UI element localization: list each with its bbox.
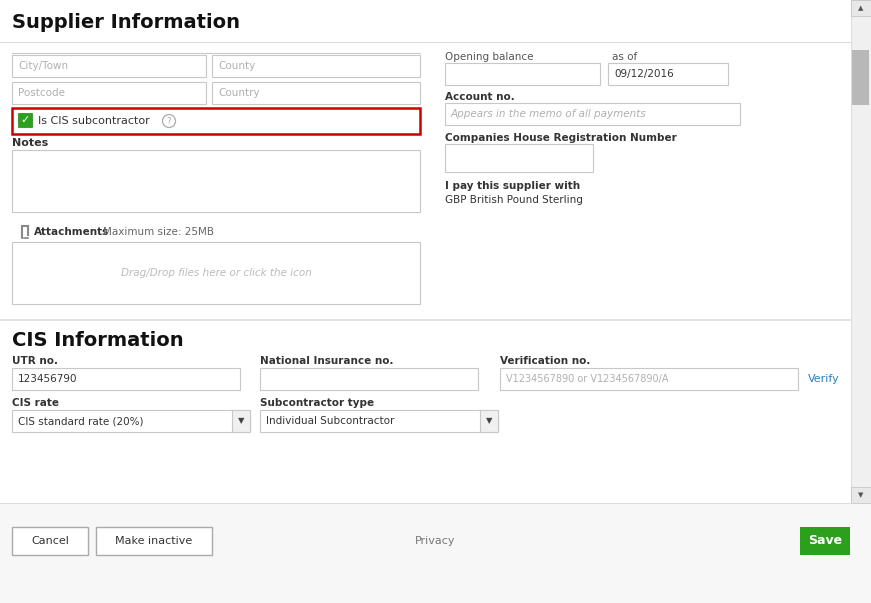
Bar [260, 368, 478, 390]
Bar [12, 108, 420, 134]
Text: City/Town: City/Town [18, 61, 68, 71]
Text: ▼: ▼ [858, 492, 864, 498]
Text: Postcode: Postcode [18, 88, 65, 98]
Bar [12, 55, 206, 77]
Text: GBP British Pound Sterling: GBP British Pound Sterling [445, 195, 583, 205]
Text: ✓: ✓ [20, 115, 30, 125]
Text: Companies House Registration Number: Companies House Registration Number [445, 133, 677, 143]
Bar [445, 144, 593, 172]
Bar [852, 50, 869, 105]
Text: Maximum size: 25MB: Maximum size: 25MB [103, 227, 214, 237]
Text: Drag/Drop files here or click the icon: Drag/Drop files here or click the icon [120, 268, 312, 278]
Text: National Insurance no.: National Insurance no. [260, 356, 394, 366]
Bar [0, 503, 871, 603]
Text: I pay this supplier with: I pay this supplier with [445, 181, 580, 191]
Bar [445, 63, 600, 85]
Bar [445, 103, 740, 125]
Text: UTR no.: UTR no. [12, 356, 58, 366]
Bar [18, 113, 32, 127]
Text: ?: ? [166, 117, 172, 126]
Text: Notes: Notes [12, 138, 48, 148]
Bar [12, 368, 240, 390]
Bar [800, 527, 850, 555]
Text: County: County [218, 61, 255, 71]
Bar [608, 63, 728, 85]
Text: Opening balance: Opening balance [445, 52, 534, 62]
Text: CIS standard rate (20%): CIS standard rate (20%) [18, 416, 144, 426]
Bar [212, 82, 420, 104]
Text: CIS rate: CIS rate [12, 398, 59, 408]
Bar [212, 55, 420, 77]
Text: Supplier Information: Supplier Information [12, 13, 240, 31]
Bar [480, 410, 498, 432]
Text: Privacy: Privacy [415, 536, 456, 546]
Text: 123456790: 123456790 [18, 374, 78, 384]
Bar [96, 527, 212, 555]
Text: V1234567890 or V1234567890/A: V1234567890 or V1234567890/A [506, 374, 669, 384]
Bar [12, 410, 250, 432]
Bar [232, 410, 250, 432]
Text: Country: Country [218, 88, 260, 98]
Bar [12, 82, 206, 104]
Bar [851, 0, 871, 16]
Text: Individual Subcontractor: Individual Subcontractor [266, 416, 395, 426]
Text: Subcontractor type: Subcontractor type [260, 398, 375, 408]
Text: ▲: ▲ [858, 5, 864, 11]
Bar [12, 242, 420, 304]
Text: as of: as of [612, 52, 638, 62]
Bar [500, 368, 798, 390]
Bar [260, 410, 498, 432]
Text: ▼: ▼ [238, 417, 244, 426]
Text: Appears in the memo of all payments: Appears in the memo of all payments [451, 109, 647, 119]
Text: Verify: Verify [808, 374, 840, 384]
Text: ▼: ▼ [486, 417, 492, 426]
Bar [12, 150, 420, 212]
Text: Cancel: Cancel [31, 536, 69, 546]
Bar [851, 0, 871, 603]
Bar [851, 487, 871, 503]
Text: Is CIS subcontractor: Is CIS subcontractor [38, 116, 150, 126]
Text: Attachments: Attachments [34, 227, 109, 237]
Text: CIS Information: CIS Information [12, 330, 184, 350]
Text: Make inactive: Make inactive [115, 536, 192, 546]
Text: Save: Save [808, 534, 842, 548]
Text: 09/12/2016: 09/12/2016 [614, 69, 674, 79]
Text: Account no.: Account no. [445, 92, 515, 102]
Text: Verification no.: Verification no. [500, 356, 591, 366]
Bar [12, 527, 88, 555]
